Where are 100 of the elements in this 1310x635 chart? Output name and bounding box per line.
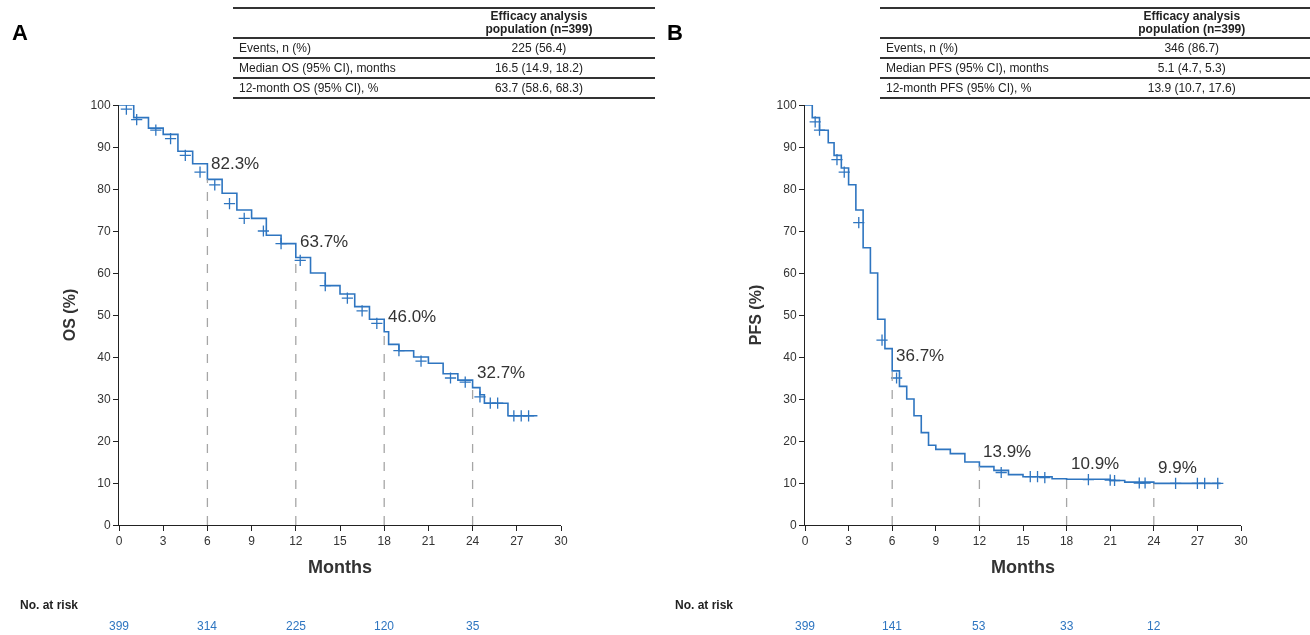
text: No. at risk [675, 598, 734, 612]
point [414, 354, 428, 368]
x-tick-label: 0 [115, 534, 123, 549]
point [120, 105, 133, 116]
annotation: 9.9% [1158, 458, 1197, 477]
point [223, 197, 236, 210]
x-tick-label: 27 [510, 534, 524, 549]
y-tick-label: 50 [97, 308, 111, 323]
y-tick-label: 60 [783, 266, 797, 281]
y-tick-label: 70 [97, 224, 111, 239]
point [1082, 473, 1095, 486]
point [837, 165, 851, 179]
y-tick-label: 80 [97, 182, 111, 197]
point [890, 371, 903, 385]
text: 120 [374, 619, 395, 633]
summary-table: Efficacy analysis population (n=399) Events, n (%) 225 (56.4) Median OS (95% CI), months 16.5 (14.9, 18.2) 12-month OS (95% CI), % 63.7 (58.6, 68.3) [233, 8, 655, 98]
y-tick-label: 90 [783, 140, 797, 155]
text: 33 [1060, 619, 1074, 633]
point [1108, 474, 1121, 487]
y-tick-label: 80 [783, 182, 797, 197]
text: No. at risk [20, 598, 79, 612]
annotation: 10.9% [1071, 454, 1120, 473]
point [257, 224, 270, 238]
text: 399 [795, 619, 816, 633]
point [193, 165, 207, 179]
x-axis-title: Months [991, 556, 1055, 577]
x-tick-label: 30 [1234, 534, 1248, 549]
point [1138, 476, 1152, 490]
y-tick-label: 100 [776, 98, 797, 113]
point [149, 123, 163, 137]
x-tick-label: 24 [465, 534, 480, 549]
x-tick-label: 18 [1059, 534, 1074, 549]
x-tick-label: 18 [377, 534, 392, 549]
y-tick-label: 30 [783, 392, 797, 407]
point [852, 216, 866, 229]
point [130, 113, 143, 126]
point [458, 375, 472, 389]
x-tick-label: 12 [972, 534, 987, 549]
point [1211, 477, 1224, 490]
point [1198, 477, 1211, 490]
x-tick-label: 15 [1016, 534, 1030, 549]
y-tick-label: 70 [783, 224, 797, 239]
text: 399 [109, 619, 130, 633]
y-tick-label: 10 [783, 476, 797, 491]
x-tick-label: 15 [333, 534, 347, 549]
x-tick-label: 3 [845, 534, 853, 549]
x-axis-title: Months [308, 556, 372, 577]
point [1038, 471, 1052, 484]
x-tick-label: 12 [289, 534, 303, 549]
x-tick-label: 30 [554, 534, 568, 549]
point [522, 409, 535, 423]
y-tick-label: 40 [783, 350, 797, 365]
point [444, 371, 457, 385]
text: 53 [972, 619, 986, 633]
text: 141 [882, 619, 903, 633]
point [208, 178, 222, 192]
chart-title: A [12, 19, 28, 45]
text: 12 [1147, 619, 1161, 633]
annotation: 82.3% [211, 154, 260, 173]
x-tick-label: 6 [204, 534, 212, 549]
annotation: 32.7% [477, 363, 526, 382]
x-tick-label: 24 [1147, 534, 1161, 549]
annotation: 46.0% [388, 307, 437, 326]
summary-table: Efficacy analysis population (n=399) Events, n (%) 346 (86.7) Median PFS (95% CI), months 5.1 (4.7, 5.3) 12-month PFS (95% CI), % 13.9 (10.7, 17.6) [880, 8, 1310, 98]
x-tick-label: 9 [248, 534, 256, 549]
point [274, 237, 288, 250]
y-tick-label: 20 [97, 434, 111, 449]
x-tick-label: 3 [159, 534, 167, 549]
x-tick-label: 0 [801, 534, 809, 549]
annotation: 13.9% [983, 442, 1032, 461]
point [237, 212, 251, 225]
text: 225 [286, 619, 307, 633]
x-tick-label: 21 [421, 534, 436, 549]
point [1169, 477, 1182, 490]
y-tick-label: 30 [97, 392, 111, 407]
y-tick-label: 90 [97, 140, 111, 155]
y-tick-label: 60 [97, 266, 111, 281]
point [319, 279, 332, 292]
point [355, 304, 369, 318]
point [392, 344, 406, 357]
y-tick-label: 10 [97, 476, 111, 491]
y-tick-label: 40 [97, 350, 111, 365]
point [341, 291, 354, 305]
x-tick-label: 27 [1190, 534, 1205, 549]
y-axis-title: PFS (%) [747, 284, 765, 346]
y-tick-label: 0 [789, 518, 797, 533]
y-tick-label: 100 [90, 98, 111, 113]
y-tick-label: 20 [783, 434, 797, 449]
text: 35 [466, 619, 480, 633]
point [875, 333, 889, 347]
point [293, 254, 307, 267]
x-tick-label: 9 [932, 534, 940, 549]
point [830, 153, 844, 166]
y-axis-title: OS (%) [61, 288, 79, 342]
annotation: 63.7% [300, 232, 349, 251]
x-tick-label: 21 [1103, 534, 1118, 549]
point [491, 396, 504, 410]
point [994, 466, 1008, 479]
point [164, 132, 177, 145]
annotation: 36.7% [896, 346, 945, 365]
